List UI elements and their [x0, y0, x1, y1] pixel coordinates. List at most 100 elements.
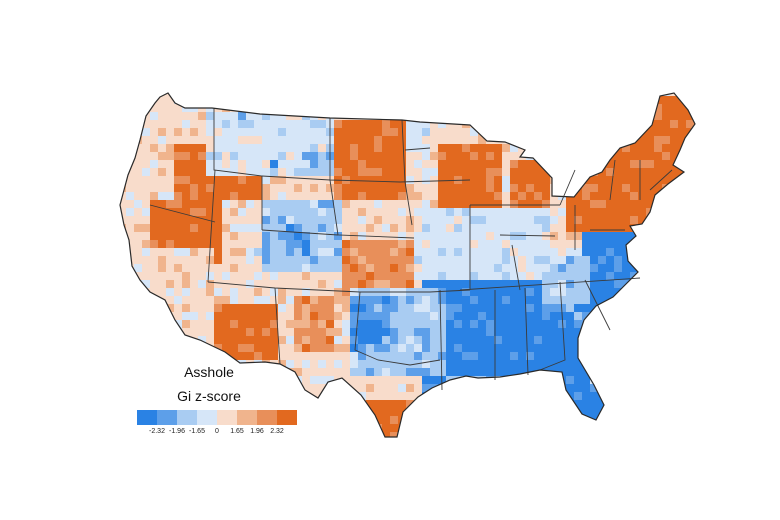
county-cell	[166, 80, 174, 88]
county-cell	[310, 216, 318, 224]
county-cell	[702, 384, 710, 392]
county-cell	[302, 80, 310, 88]
county-cell	[678, 93, 686, 96]
county-cell	[414, 192, 422, 200]
county-cell	[646, 392, 654, 400]
county-cell	[518, 200, 526, 208]
county-cell	[254, 344, 262, 352]
county-cell	[502, 336, 510, 344]
county-cell	[190, 176, 198, 184]
county-cell	[222, 296, 230, 304]
county-cell	[422, 448, 430, 456]
county-cell	[246, 328, 254, 336]
county-cell	[566, 256, 574, 264]
county-cell	[366, 376, 374, 384]
county-cell	[110, 80, 118, 88]
county-cell	[598, 80, 606, 88]
county-cell	[278, 136, 286, 144]
county-cell	[246, 240, 254, 248]
county-cell	[702, 232, 710, 240]
county-cell	[550, 352, 558, 360]
county-cell	[622, 160, 630, 168]
county-cell	[166, 296, 174, 304]
county-cell	[222, 256, 230, 264]
county-cell	[334, 184, 342, 192]
county-cell	[638, 192, 646, 200]
county-cell	[622, 176, 630, 184]
county-cell	[406, 432, 414, 437]
county-cell	[326, 200, 334, 208]
county-cell	[342, 96, 350, 104]
county-cell	[662, 136, 670, 144]
county-cell	[582, 96, 590, 104]
county-cell	[686, 160, 694, 168]
county-cell	[702, 120, 710, 128]
county-cell	[318, 344, 326, 352]
county-cell	[270, 184, 278, 192]
county-cell	[470, 144, 478, 152]
county-cell	[120, 392, 126, 400]
county-cell	[350, 93, 358, 96]
county-cell	[126, 448, 134, 456]
county-cell	[222, 312, 230, 320]
county-cell	[422, 312, 430, 320]
county-cell	[494, 144, 502, 152]
county-cell	[222, 344, 230, 352]
county-cell	[190, 312, 198, 320]
county-cell	[590, 136, 598, 144]
county-cell	[598, 136, 606, 144]
county-cell	[246, 312, 254, 320]
county-cell	[358, 408, 366, 416]
county-cell	[518, 416, 526, 424]
county-cell	[670, 304, 678, 312]
county-cell	[502, 448, 510, 456]
county-cell	[286, 352, 294, 360]
county-cell	[358, 440, 366, 448]
county-cell	[630, 216, 638, 224]
county-cell	[638, 136, 646, 144]
county-cell	[358, 104, 366, 112]
county-cell	[374, 368, 382, 376]
county-cell	[702, 296, 710, 304]
county-cell	[462, 408, 470, 416]
county-cell	[430, 128, 438, 136]
county-cell	[350, 208, 358, 216]
county-cell	[574, 152, 582, 160]
county-cell	[430, 176, 438, 184]
legend-swatch-4	[217, 410, 237, 425]
county-cell	[630, 424, 638, 432]
county-cell	[542, 112, 550, 120]
county-cell	[190, 216, 198, 224]
county-cell	[654, 152, 662, 160]
county-cell	[550, 416, 558, 424]
county-cell	[574, 312, 582, 320]
county-cell	[438, 144, 446, 152]
county-cell	[438, 304, 446, 312]
county-cell	[198, 240, 206, 248]
county-cell	[574, 304, 582, 312]
county-cell	[702, 112, 710, 120]
county-cell	[590, 144, 598, 152]
county-cell	[662, 400, 670, 408]
county-cell	[614, 296, 622, 304]
county-cell	[206, 160, 214, 168]
county-cell	[606, 232, 614, 240]
county-cell	[334, 136, 342, 144]
county-cell	[542, 104, 550, 112]
county-cell	[310, 200, 318, 208]
county-cell	[550, 160, 558, 168]
county-cell	[502, 80, 510, 88]
county-cell	[350, 96, 358, 104]
county-cell	[318, 192, 326, 200]
county-cell	[262, 80, 270, 88]
county-cell	[302, 304, 310, 312]
county-cell	[470, 96, 478, 104]
county-cell	[120, 336, 126, 344]
county-cell	[342, 104, 350, 112]
county-cell	[262, 240, 270, 248]
county-cell	[110, 144, 118, 152]
county-cell	[302, 344, 310, 352]
county-cell	[246, 184, 254, 192]
county-cell	[518, 320, 526, 328]
county-cell	[398, 368, 406, 376]
